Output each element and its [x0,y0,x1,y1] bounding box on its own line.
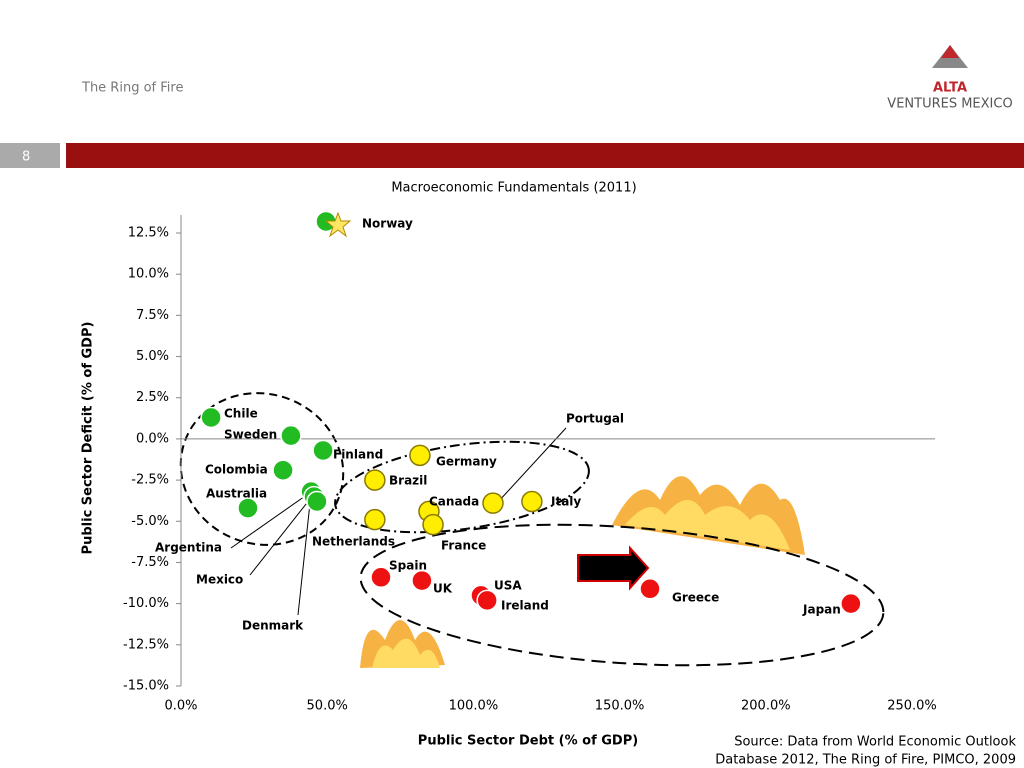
point-label: France [441,539,486,553]
point [840,592,862,615]
number-box [0,143,60,168]
y-tick-label: 7.5% [136,308,169,323]
point [639,578,661,600]
point-label: Finland [333,448,383,462]
arrow [577,545,650,591]
logo-sub: VENTURES MEXICO [887,97,1012,112]
source-line: Database 2012, The Ring of Fire, PIMCO, … [715,753,1016,768]
y-tick-label: -15.0% [123,679,169,694]
point [364,469,386,491]
point-label: Italy [551,495,581,509]
point-label: Norway [362,217,413,231]
point [237,497,259,519]
point-label: Spain [389,559,427,573]
point [200,406,222,429]
point [411,569,433,592]
logo-mark-top [941,45,959,58]
point-label: Germany [436,455,497,469]
y-tick-label: 2.5% [136,390,169,405]
point [272,459,294,481]
point-label: Sweden [224,428,277,442]
point [364,508,386,531]
leader-lines [230,427,567,616]
point [280,424,302,447]
x-tick-label: 100.0% [449,699,499,714]
chart-title: Macroeconomic Fundamentals (2011) [391,181,636,196]
point-label: Brazil [389,474,427,488]
point [476,589,498,612]
point-label: USA [494,579,522,593]
point [306,490,328,513]
x-tick-label: 200.0% [741,699,791,714]
y-tick-label: 10.0% [128,267,169,282]
x-tick-label: 0.0% [164,699,197,714]
header-bar [66,143,1024,168]
star [324,211,352,238]
point [482,492,504,514]
point [312,439,334,462]
x-tick-label: 150.0% [595,699,645,714]
point-label: Colombia [205,463,268,477]
point [370,566,392,589]
y-tick-label: -5.0% [131,514,169,529]
point-label: Denmark [242,619,304,633]
point-label: Netherlands [312,535,395,549]
point [422,513,444,536]
x-tick-label: 50.0% [307,699,348,714]
point-label: Canada [429,495,479,509]
y-tick-label: 5.0% [136,349,169,364]
point [409,444,431,467]
y-tick-label: -12.5% [123,637,169,652]
x-axis-label: Public Sector Debt (% of GDP) [418,734,638,749]
y-axis-label: Public Sector Deficit (% of GDP) [81,322,96,555]
x-tick-label: 250.0% [887,699,937,714]
point-label: Japan [802,603,841,617]
y-tick-label: -10.0% [123,596,169,611]
slide-title: The Ring of Fire [81,81,183,96]
point-label: Mexico [196,573,243,587]
source-line: Source: Data from World Economic Outlook [734,735,1016,750]
slide-number: 8 [22,150,30,165]
point-label: Chile [224,407,258,421]
point-label: Portugal [566,412,624,426]
y-tick-label: 12.5% [128,226,169,241]
ring [179,392,885,667]
fire [360,476,805,668]
point-label: Argentina [155,541,222,555]
y-tick-label: -2.5% [131,473,169,488]
y-tick-label: -7.5% [131,555,169,570]
point [521,490,543,513]
point-label: Ireland [501,599,549,613]
point-label: Australia [206,487,267,501]
point-label: Greece [672,591,719,605]
point-label: UK [433,582,453,596]
y-tick-label: 0.0% [136,431,169,446]
logo-text: ALTA [933,81,967,96]
